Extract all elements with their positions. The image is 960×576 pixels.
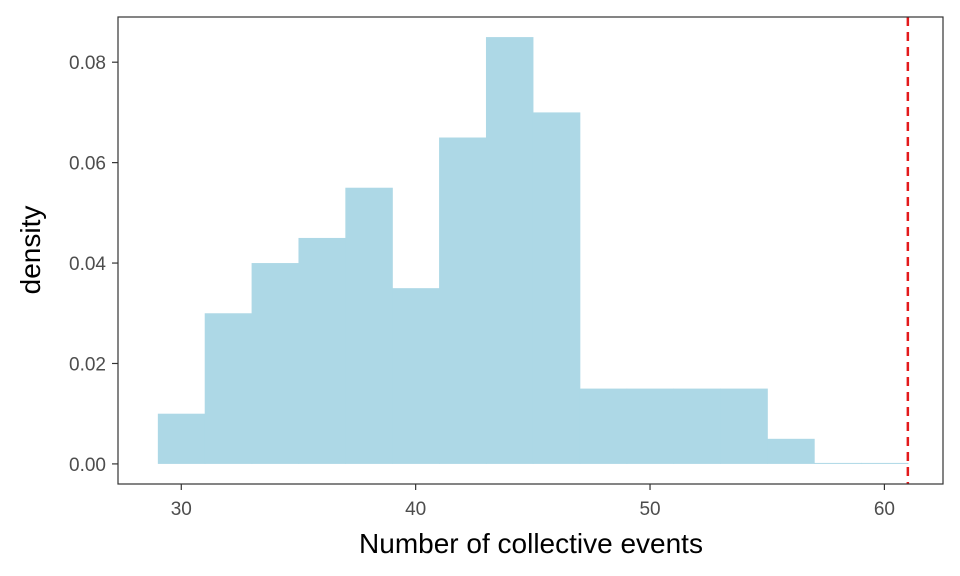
histogram-bar	[439, 137, 487, 464]
y-tick-label: 0.02	[69, 354, 106, 375]
panel-border	[117, 16, 944, 485]
histogram-bar	[485, 37, 534, 464]
x-tick-label: 30	[171, 499, 192, 520]
x-tick-label: 50	[639, 499, 660, 520]
histogram-bar	[532, 112, 581, 464]
histogram-bar	[767, 438, 815, 464]
y-axis-title: density	[15, 206, 46, 295]
x-axis: 30 40 50 60	[171, 484, 895, 520]
x-axis-title: Number of collective events	[359, 528, 703, 559]
histogram-bar	[392, 288, 440, 464]
histogram-bar	[860, 462, 909, 464]
histogram-bar	[673, 388, 721, 464]
plot-area	[117, 16, 944, 485]
histogram-bar	[251, 263, 300, 464]
y-tick-label: 0.04	[69, 254, 106, 275]
x-tick-label: 40	[405, 499, 426, 520]
histogram-bar	[204, 313, 253, 464]
histogram-bar	[345, 187, 393, 464]
histogram-bars	[157, 37, 909, 464]
histogram-bar	[157, 413, 206, 464]
histogram-bar	[579, 388, 628, 464]
y-tick-label: 0.08	[69, 53, 106, 74]
histogram-bar	[626, 388, 675, 464]
y-tick-label: 0.06	[69, 154, 106, 175]
histogram-bar	[720, 388, 768, 464]
y-axis: 0.00 0.02 0.04 0.06 0.08	[69, 53, 118, 476]
histogram-bar	[298, 237, 346, 464]
y-tick-label: 0.00	[69, 455, 106, 476]
x-tick-label: 60	[874, 499, 895, 520]
histogram-bar	[814, 462, 862, 464]
